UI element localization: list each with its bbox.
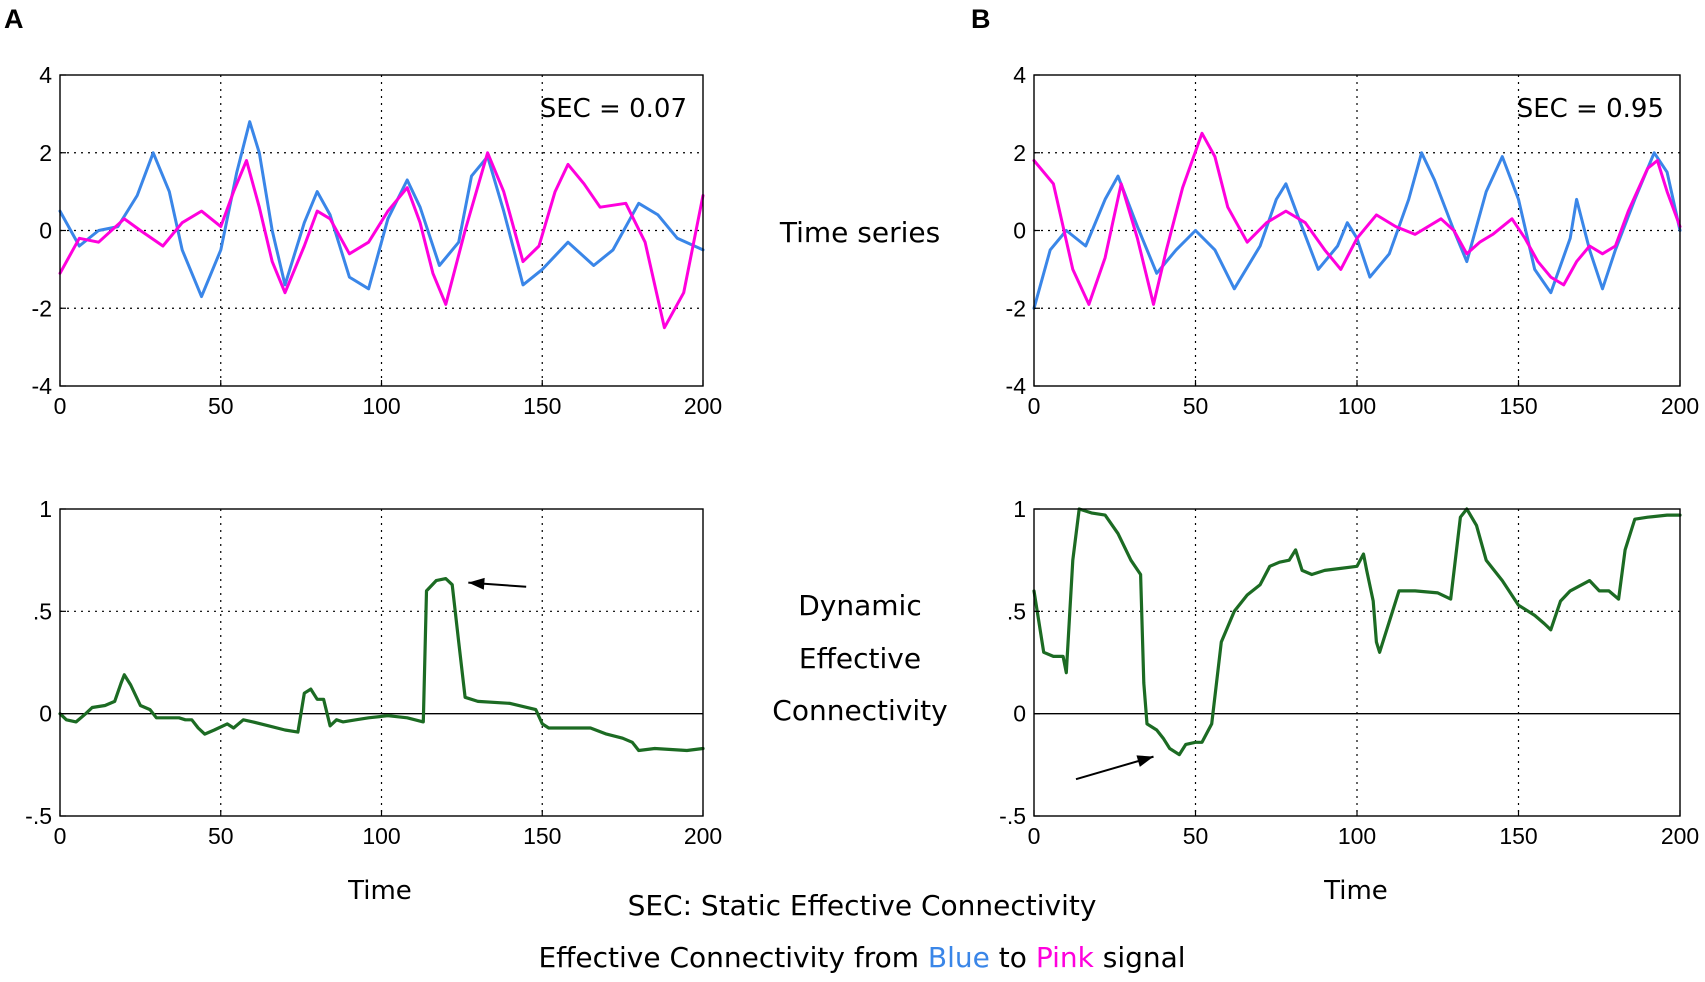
a-dec-xtick-label-2: 100 <box>362 823 400 849</box>
a-dec-arrow-head <box>468 577 485 590</box>
a-timeseries-ytick-label-0: -4 <box>32 373 53 399</box>
a-timeseries-xtick-label-4: 200 <box>684 393 722 419</box>
x-axis-label-a: Time <box>347 876 412 906</box>
b-dec-xtick-label-0: 0 <box>1028 823 1041 849</box>
b-dec-xtick-label-3: 150 <box>1499 823 1537 849</box>
footer-pink: Pink <box>1036 941 1095 974</box>
dec-plot-a: 0 50 100 150 200-.50.51 <box>25 496 722 849</box>
a-timeseries-xtick-label-3: 150 <box>523 393 561 419</box>
b-dec-xtick-label-4: 200 <box>1661 823 1699 849</box>
a-timeseries-xtick-label-0: 0 <box>54 393 67 419</box>
a-timeseries-sec-annotation: SEC = 0.07 <box>540 94 687 124</box>
b-timeseries-xtick-label-2: 100 <box>1338 393 1376 419</box>
a-timeseries-ytick-label-2: 0 <box>39 218 52 244</box>
footer-mid: to <box>990 941 1036 974</box>
a-timeseries-xtick-label-1: 50 <box>208 393 234 419</box>
dec-plot-b: 0 50 100 150 200-.50.51 <box>999 496 1699 849</box>
footer-line1: SEC: Static Effective Connectivity <box>628 889 1097 922</box>
b-timeseries-xtick-label-1: 50 <box>1183 393 1209 419</box>
a-timeseries-series-pink-line <box>58 151 705 330</box>
b-dec-arrow-head <box>1136 755 1154 767</box>
a-dec-ytick-label-1: 0 <box>39 701 52 727</box>
b-timeseries-ytick-label-0: -4 <box>1006 373 1027 399</box>
dec-label-line3: Connectivity <box>772 694 947 727</box>
a-dec-ytick-label-3: 1 <box>39 496 52 522</box>
b-timeseries-xtick-label-0: 0 <box>1028 393 1041 419</box>
footer-pre: Effective Connectivity from <box>538 941 927 974</box>
a-timeseries-ytick-label-4: 4 <box>39 62 52 88</box>
panel-label-a: A <box>4 4 24 34</box>
b-timeseries-xtick-label-3: 150 <box>1499 393 1537 419</box>
b-timeseries-sec-annotation: SEC = 0.95 <box>1517 94 1664 124</box>
footer-line2: Effective Connectivity from Blue to Pink… <box>538 941 1185 974</box>
b-dec-ytick-label-1: 0 <box>1013 701 1026 727</box>
time-series-label: Time series <box>779 216 940 249</box>
footer-post: signal <box>1094 941 1186 974</box>
a-timeseries-xtick-label-2: 100 <box>362 393 400 419</box>
footer-blue: Blue <box>928 941 990 974</box>
b-dec-ytick-label-3: 1 <box>1013 496 1026 522</box>
a-dec-xtick-label-0: 0 <box>54 823 67 849</box>
b-dec-ytick-label-2: .5 <box>1007 598 1026 624</box>
a-timeseries-ytick-label-1: -2 <box>32 295 52 321</box>
a-dec-xtick-label-4: 200 <box>684 823 722 849</box>
a-dec-ytick-label-2: .5 <box>33 598 52 624</box>
b-timeseries-ytick-label-2: 0 <box>1013 218 1026 244</box>
b-timeseries-xtick-label-4: 200 <box>1661 393 1699 419</box>
a-dec-xtick-label-3: 150 <box>523 823 561 849</box>
timeseries-plot-b: 0 50 100 150 200 -4 -2 0 2 4 SEC = 0.95 <box>1006 62 1700 419</box>
b-dec-series-green-line <box>1032 507 1682 757</box>
a-dec-ytick-label-0: -.5 <box>25 803 52 829</box>
timeseries-plot-a: 0 50 100 150 200 -4 -2 0 2 4 SEC = 0.07 <box>32 62 723 419</box>
b-timeseries-ytick-label-3: 2 <box>1013 140 1026 166</box>
x-axis-label-b: Time <box>1323 876 1388 906</box>
a-timeseries-ytick-label-3: 2 <box>39 140 52 166</box>
b-dec-xtick-label-2: 100 <box>1338 823 1376 849</box>
panel-label-b: B <box>971 4 991 34</box>
a-timeseries-series-blue-line <box>58 120 705 299</box>
b-timeseries-ytick-label-1: -2 <box>1006 295 1026 321</box>
b-dec-ytick-label-0: -.5 <box>999 803 1026 829</box>
a-dec-series-green-line <box>58 576 705 753</box>
dec-label-line2: Effective <box>799 642 921 675</box>
dec-label-line1: Dynamic <box>798 589 921 622</box>
a-dec-xtick-label-1: 50 <box>208 823 234 849</box>
b-timeseries-series-blue-line <box>1032 151 1682 310</box>
b-timeseries-ytick-label-4: 4 <box>1013 62 1026 88</box>
b-dec-xtick-label-1: 50 <box>1183 823 1209 849</box>
b-timeseries-series-pink-line <box>1032 131 1682 306</box>
